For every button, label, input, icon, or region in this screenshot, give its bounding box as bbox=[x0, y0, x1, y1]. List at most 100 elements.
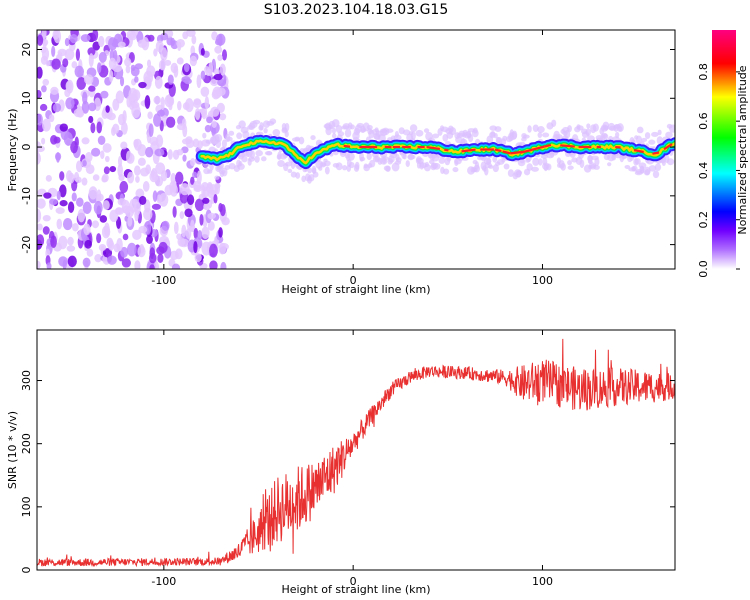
signal-halo bbox=[656, 136, 663, 145]
noise-blob bbox=[88, 115, 94, 124]
noise-blob bbox=[153, 113, 162, 127]
noise-blob bbox=[173, 221, 179, 235]
noise-blob bbox=[161, 220, 170, 231]
signal-halo bbox=[226, 136, 233, 142]
x-tick-label: 0 bbox=[350, 575, 357, 588]
noise-blob bbox=[50, 235, 57, 248]
noise-blob bbox=[108, 57, 117, 70]
ridge-core bbox=[529, 145, 545, 152]
noise-blob bbox=[117, 155, 123, 167]
ridge-core bbox=[633, 149, 644, 154]
noise-blob bbox=[71, 61, 78, 69]
x-tick-label: 100 bbox=[532, 274, 553, 287]
noise-blob bbox=[185, 228, 192, 239]
noise-blob bbox=[119, 180, 129, 194]
noise-blob bbox=[104, 222, 110, 237]
noise-blob bbox=[82, 201, 92, 215]
signal-halo bbox=[269, 118, 277, 125]
ridge-core bbox=[469, 148, 476, 152]
noise-blob bbox=[193, 184, 203, 192]
noise-blob bbox=[207, 212, 216, 220]
signal-halo bbox=[214, 134, 223, 143]
noise-blob bbox=[97, 135, 106, 145]
noise-blob bbox=[120, 246, 129, 258]
noise-blob bbox=[81, 100, 90, 114]
noise-blob bbox=[84, 239, 92, 249]
spectrogram-frame bbox=[36, 29, 676, 270]
noise-blob bbox=[134, 260, 141, 269]
signal-halo bbox=[634, 158, 641, 165]
noise-blob bbox=[37, 34, 44, 46]
noise-blob bbox=[210, 106, 220, 117]
signal-halo bbox=[331, 127, 336, 135]
noise-blob bbox=[107, 112, 116, 121]
signal-halo bbox=[360, 156, 366, 162]
noise-blob bbox=[75, 160, 83, 173]
noise-blob bbox=[133, 139, 139, 148]
signal-halo bbox=[383, 165, 391, 171]
y-tick-label: 100 bbox=[20, 496, 33, 517]
noise-blob bbox=[96, 62, 102, 74]
noise-blob bbox=[173, 65, 179, 78]
noise-blob bbox=[53, 30, 62, 44]
noise-blob bbox=[86, 248, 94, 257]
noise-blob bbox=[116, 237, 123, 252]
signal-halo bbox=[567, 125, 572, 133]
noise-blob bbox=[134, 76, 139, 83]
noise-blob bbox=[50, 86, 59, 95]
noise-blob bbox=[194, 107, 201, 121]
ridge-core bbox=[502, 150, 511, 155]
noise-blob bbox=[176, 57, 184, 65]
noise-blob bbox=[95, 195, 102, 203]
noise-blob bbox=[122, 233, 129, 241]
signal-halo bbox=[446, 156, 452, 162]
noise-blob bbox=[67, 255, 77, 268]
noise-blob bbox=[88, 102, 97, 112]
noise-blob bbox=[221, 49, 228, 61]
noise-blob bbox=[112, 123, 120, 134]
noise-blob bbox=[146, 59, 152, 68]
signal-halo bbox=[607, 162, 612, 167]
noise-blob bbox=[203, 202, 211, 211]
noise-blob bbox=[62, 217, 73, 231]
noise-blob bbox=[37, 198, 46, 209]
signal-halo bbox=[242, 130, 250, 139]
signal-halo bbox=[277, 160, 285, 168]
noise-blob bbox=[65, 97, 75, 110]
noise-blob bbox=[209, 243, 218, 258]
signal-halo bbox=[214, 175, 220, 180]
noise-blob bbox=[96, 233, 102, 244]
signal-halo bbox=[588, 160, 593, 165]
noise-blob bbox=[99, 215, 108, 223]
signal-halo bbox=[652, 170, 660, 179]
signal-halo bbox=[207, 169, 213, 174]
noise-blob bbox=[220, 261, 227, 269]
signal-halo bbox=[503, 163, 510, 170]
signal-halo bbox=[221, 167, 228, 177]
noise-blob bbox=[219, 63, 226, 76]
noise-blob bbox=[168, 103, 173, 111]
noise-blob bbox=[211, 120, 217, 128]
signal-halo bbox=[423, 128, 430, 133]
noise-blob bbox=[91, 147, 101, 157]
noise-blob bbox=[121, 199, 130, 214]
noise-blob bbox=[59, 184, 67, 198]
noise-blob bbox=[172, 206, 177, 218]
noise-blob bbox=[187, 194, 195, 206]
snr-plot-area bbox=[37, 338, 675, 568]
noise-blob bbox=[206, 116, 213, 124]
noise-blob bbox=[182, 102, 190, 110]
signal-halo bbox=[394, 131, 399, 138]
noise-blob bbox=[134, 201, 141, 216]
noise-blob bbox=[37, 208, 42, 223]
signal-halo bbox=[472, 127, 478, 134]
signal-halo bbox=[353, 164, 360, 172]
signal-halo bbox=[615, 131, 620, 139]
x-tick-label: -100 bbox=[151, 274, 176, 287]
noise-blob bbox=[55, 207, 65, 214]
noise-blob bbox=[109, 165, 117, 173]
noise-blob bbox=[149, 264, 155, 269]
signal-halo bbox=[205, 139, 213, 144]
noise-blob bbox=[65, 81, 72, 91]
